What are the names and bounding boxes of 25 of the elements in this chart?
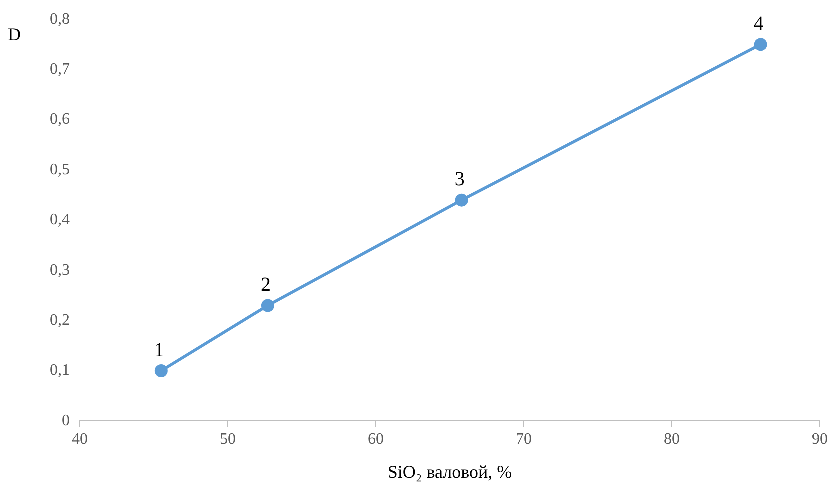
point [261, 299, 274, 312]
point [455, 194, 468, 207]
annotation: 3 [454, 168, 465, 191]
x-tick-label: 40 [72, 431, 88, 448]
y-tick-label: 0,1 [50, 362, 70, 380]
annotation: 4 [754, 12, 764, 35]
point [754, 38, 768, 52]
y-tick-label: 0,3 [50, 262, 70, 279]
y-tick-label: 0,6 [50, 111, 70, 128]
y-axis-title: D [8, 24, 21, 44]
annotation: 1 [154, 339, 164, 362]
annotation: 2 [260, 274, 271, 296]
x-tick-label: 60 [368, 431, 384, 448]
y-tick-label: 0,2 [50, 312, 70, 330]
x-tick-label: 50 [220, 431, 236, 448]
x-tick-label: 90 [812, 431, 828, 448]
y-tick-label: 0,4 [50, 212, 70, 229]
y-tick-label: 0 [62, 412, 70, 430]
point [154, 364, 168, 378]
x-tick-label: 80 [664, 431, 680, 448]
y-tick-label: 0,5 [50, 161, 70, 178]
x-tick-label: 70 [516, 431, 532, 448]
y-tick-label: 0,8 [50, 10, 70, 28]
y-tick-label: 0,7 [50, 61, 70, 78]
x-axis-title: SiO₂ валовой, % [388, 462, 512, 482]
